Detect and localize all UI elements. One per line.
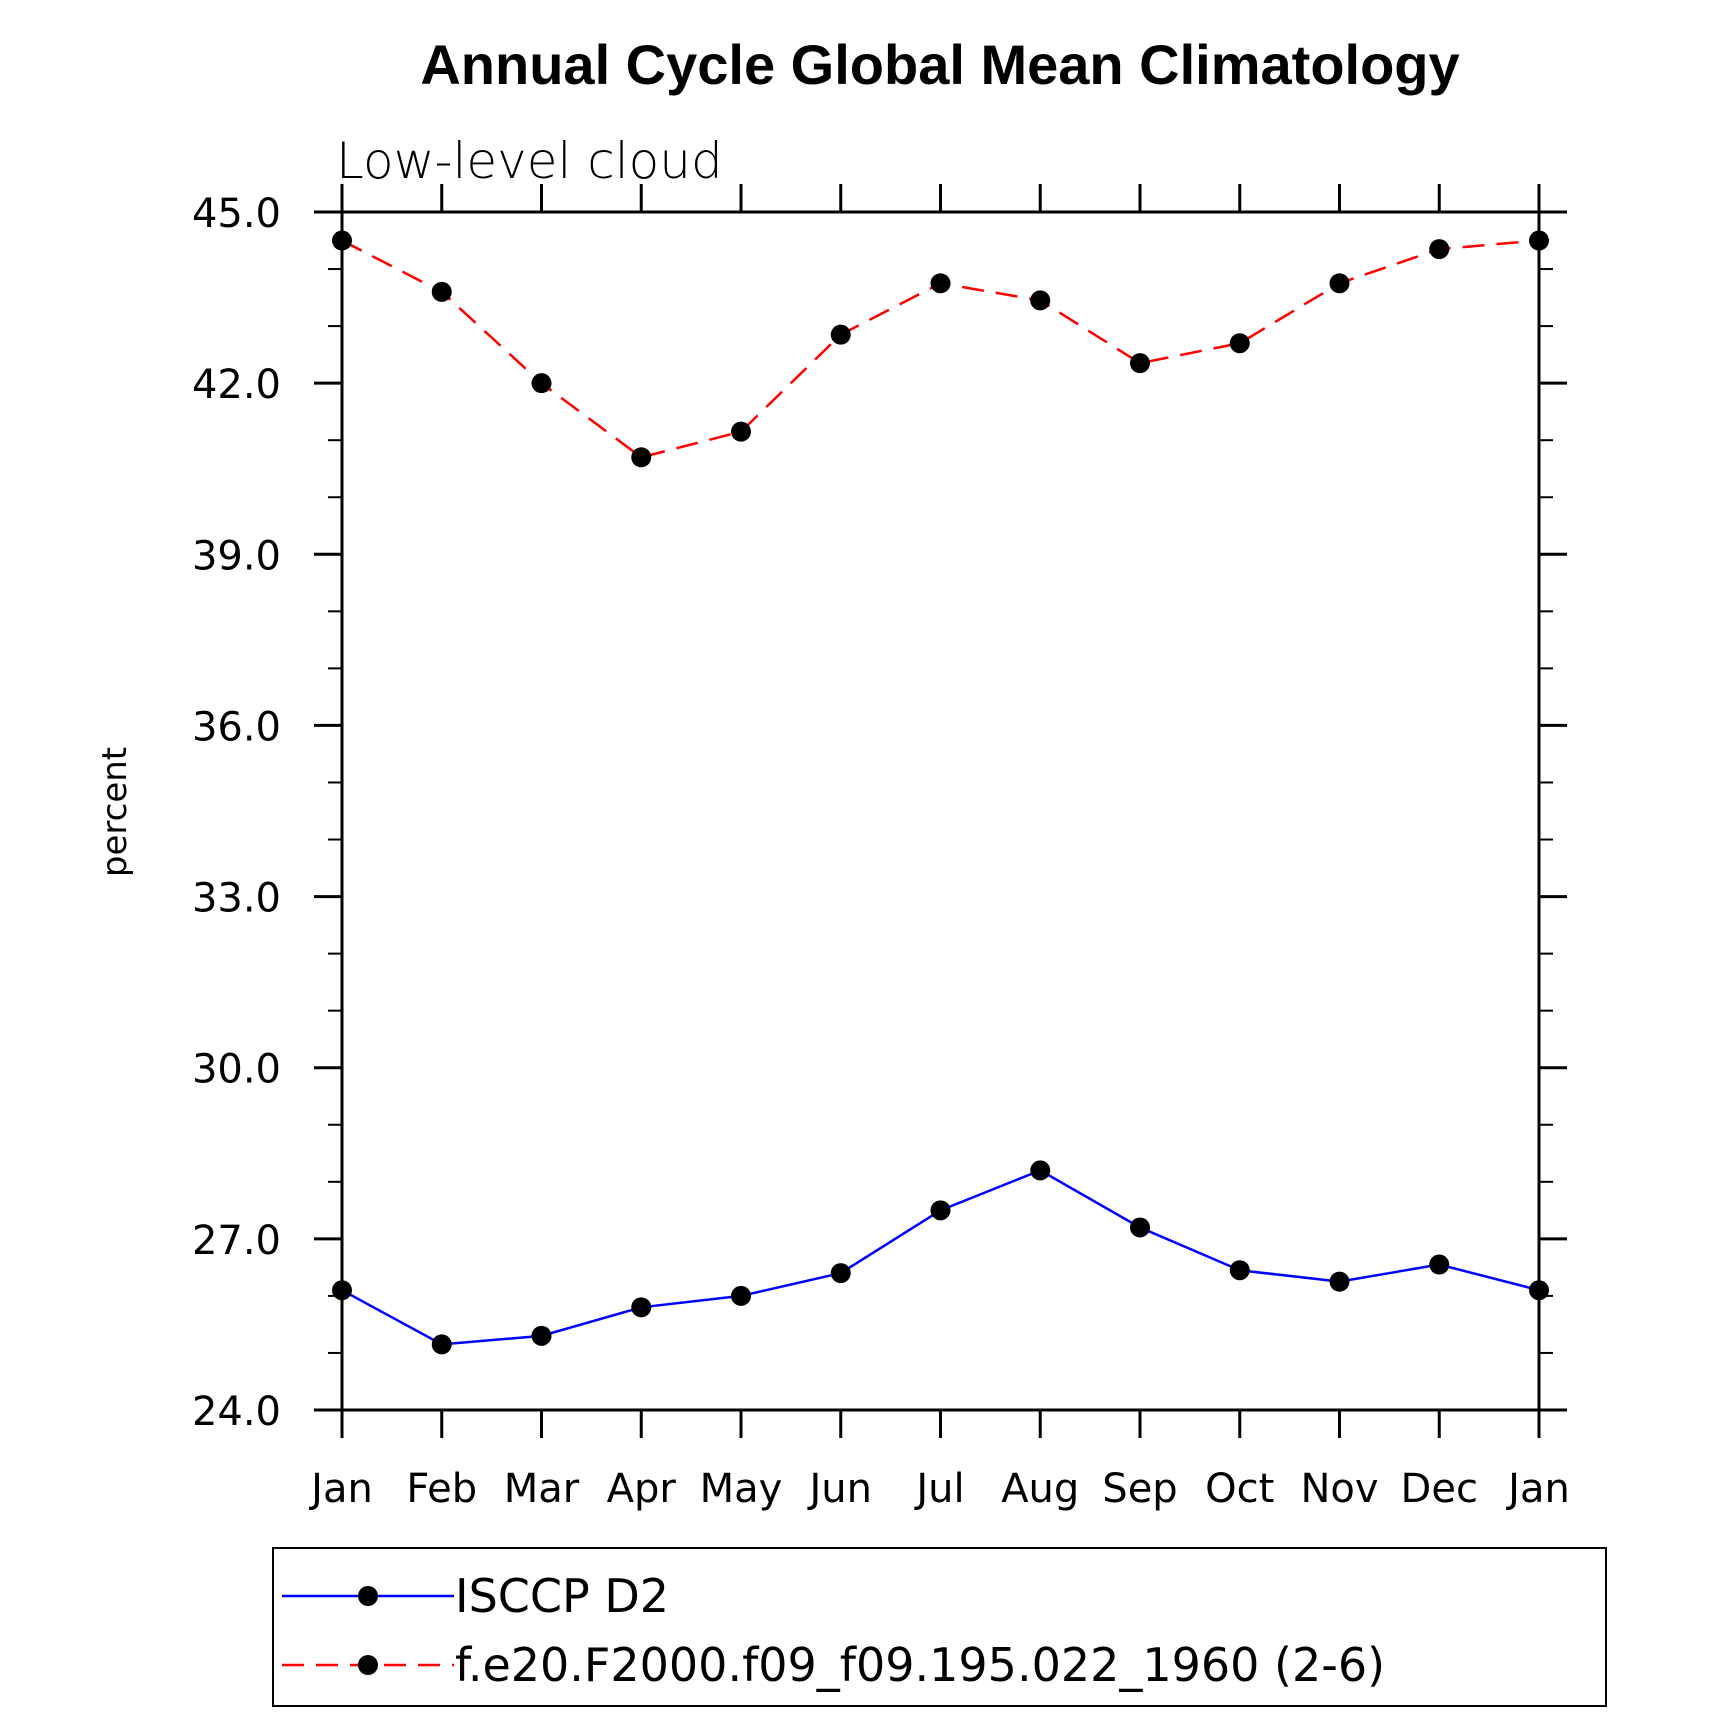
y-tick-label: 27.0 xyxy=(192,1218,281,1264)
plot-frame xyxy=(340,210,1541,1412)
x-tick-label: Jan xyxy=(1505,1466,1570,1512)
data-point-series-1 xyxy=(1229,333,1250,354)
data-point-series-0 xyxy=(431,1334,452,1355)
x-tick-label: Aug xyxy=(1001,1466,1079,1512)
legend-label-1: f.e20.F2000.f09_f09.195.022_1960 (2-6) xyxy=(455,1638,1385,1692)
data-point-series-1 xyxy=(1429,239,1450,260)
data-point-series-1 xyxy=(930,273,951,294)
data-point-series-0 xyxy=(930,1200,951,1221)
data-point-series-0 xyxy=(830,1263,851,1284)
chart-title: Annual Cycle Global Mean Climatology xyxy=(420,33,1459,96)
data-point-series-1 xyxy=(332,230,352,251)
x-tick-label: Oct xyxy=(1205,1466,1274,1512)
y-axis-label: percent xyxy=(95,747,135,877)
data-point-series-1 xyxy=(830,324,851,345)
y-tick-label: 36.0 xyxy=(192,704,281,750)
x-tick-label: Nov xyxy=(1300,1466,1378,1512)
data-point-series-0 xyxy=(531,1325,552,1346)
data-point-series-0 xyxy=(1030,1160,1051,1181)
y-tick-label: 30.0 xyxy=(192,1047,281,1093)
chart-subtitle: Low-level cloud xyxy=(336,132,723,190)
legend-marker-0 xyxy=(358,1586,378,1606)
data-point-series-0 xyxy=(1329,1271,1350,1292)
series-layer xyxy=(332,230,1549,1355)
data-point-series-0 xyxy=(731,1285,751,1306)
data-point-series-1 xyxy=(1329,273,1350,294)
x-tick-label: Jun xyxy=(807,1466,873,1512)
x-tick-label: Mar xyxy=(504,1466,580,1512)
y-tick-label: 24.0 xyxy=(192,1389,281,1435)
axis-ticks: Jan Feb Mar Apr May Jun Jul Aug Sep Oct Nov Dec Jan 2… xyxy=(192,184,1570,1512)
x-tick-label: Feb xyxy=(406,1466,477,1512)
data-point-series-1 xyxy=(1030,290,1051,311)
data-point-series-0 xyxy=(1429,1254,1450,1275)
data-point-series-0 xyxy=(1529,1280,1549,1301)
x-tick-label: Sep xyxy=(1102,1466,1177,1512)
legend: ISCCP D2 f.e20.F2000.f09_f09.195.022_1960… xyxy=(272,1547,1607,1707)
legend-frame xyxy=(272,1547,1607,1707)
x-tick-label: Dec xyxy=(1401,1466,1478,1512)
series-line-0 xyxy=(341,1169,1540,1346)
x-tick-label: Apr xyxy=(607,1466,677,1512)
data-point-series-0 xyxy=(332,1280,352,1301)
data-point-series-1 xyxy=(731,421,751,442)
x-tick-label: Jul xyxy=(913,1466,964,1512)
y-tick-label: 39.0 xyxy=(192,533,281,579)
x-tick-label: May xyxy=(700,1466,783,1512)
data-point-series-1 xyxy=(631,447,652,468)
y-tick-label: 33.0 xyxy=(192,876,281,922)
data-point-series-0 xyxy=(1229,1260,1250,1281)
y-tick-label: 42.0 xyxy=(192,362,281,408)
data-point-series-1 xyxy=(1529,230,1549,251)
data-point-series-0 xyxy=(631,1297,652,1318)
data-point-series-1 xyxy=(431,281,452,302)
data-point-series-1 xyxy=(531,373,552,394)
y-tick-label: 45.0 xyxy=(192,191,281,237)
x-tick-label: Jan xyxy=(308,1466,373,1512)
data-point-series-1 xyxy=(1130,353,1150,374)
legend-marker-1 xyxy=(358,1655,378,1675)
data-point-series-0 xyxy=(1130,1217,1150,1238)
series-line-1 xyxy=(341,239,1540,459)
legend-label-0: ISCCP D2 xyxy=(455,1569,669,1623)
